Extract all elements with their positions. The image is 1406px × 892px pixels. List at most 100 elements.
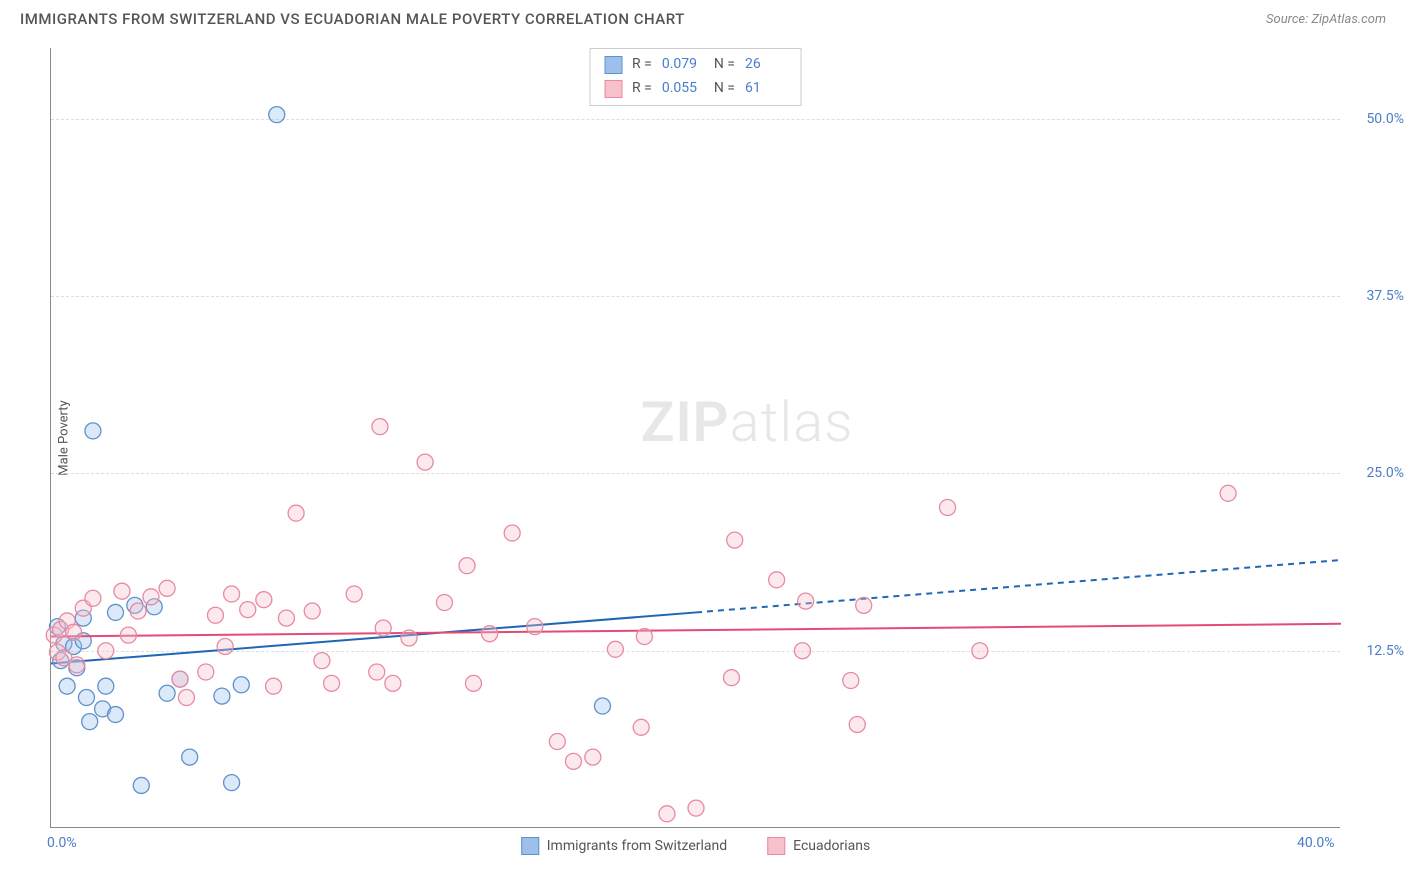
x-tick-label: 0.0%: [47, 835, 77, 851]
data-point: [224, 586, 240, 602]
data-point: [233, 677, 249, 693]
data-point: [659, 806, 675, 822]
data-point: [436, 595, 452, 611]
series-legend: Immigrants from Switzerland Ecuadorians: [521, 837, 871, 855]
regression-line: [51, 624, 1341, 637]
data-point: [585, 749, 601, 765]
data-point: [727, 532, 743, 548]
data-point: [59, 678, 75, 694]
scatter-svg: [51, 48, 1340, 827]
correlation-legend-row: R = 0.055 N = 61: [604, 77, 787, 101]
correlation-legend: R = 0.079 N = 26 R = 0.055 N = 61: [589, 48, 802, 106]
data-point: [940, 499, 956, 515]
data-point: [375, 620, 391, 636]
chart-title: IMMIGRANTS FROM SWITZERLAND VS ECUADORIA…: [20, 10, 685, 28]
data-point: [172, 671, 188, 687]
data-point: [798, 593, 814, 609]
data-point: [214, 688, 230, 704]
data-point: [1220, 485, 1236, 501]
swatch-ecuadorian: [604, 80, 622, 98]
data-point: [417, 454, 433, 470]
data-point: [688, 800, 704, 816]
data-point: [465, 675, 481, 691]
data-point: [278, 610, 294, 626]
regression-line: [51, 612, 696, 663]
data-point: [314, 653, 330, 669]
data-point: [78, 690, 94, 706]
data-point: [856, 597, 872, 613]
data-point: [159, 685, 175, 701]
y-tick-label: 25.0%: [1348, 465, 1404, 481]
data-point: [346, 586, 362, 602]
n-label: N =: [714, 53, 735, 77]
r-value-ecuadorian: 0.055: [662, 77, 704, 101]
data-point: [304, 603, 320, 619]
data-point: [114, 583, 130, 599]
correlation-legend-row: R = 0.079 N = 26: [604, 53, 787, 77]
data-point: [372, 419, 388, 435]
data-point: [527, 619, 543, 635]
data-point: [269, 107, 285, 123]
legend-item-ecuadorian: Ecuadorians: [767, 837, 870, 855]
n-value-ecuadorian: 61: [745, 77, 787, 101]
data-point: [108, 604, 124, 620]
data-point: [324, 675, 340, 691]
source-name: ZipAtlas.com: [1311, 12, 1386, 27]
data-point: [224, 775, 240, 791]
data-point: [66, 624, 82, 640]
data-point: [217, 638, 233, 654]
r-value-swiss: 0.079: [662, 53, 704, 77]
n-label: N =: [714, 77, 735, 101]
data-point: [769, 572, 785, 588]
data-point: [207, 607, 223, 623]
data-point: [565, 753, 581, 769]
data-point: [182, 749, 198, 765]
data-point: [843, 673, 859, 689]
data-point: [198, 664, 214, 680]
data-point: [266, 678, 282, 694]
data-point: [159, 580, 175, 596]
data-point: [240, 602, 256, 618]
legend-item-swiss: Immigrants from Switzerland: [521, 837, 727, 855]
legend-label: Ecuadorians: [793, 838, 870, 854]
data-point: [82, 714, 98, 730]
data-point: [972, 643, 988, 659]
data-point: [178, 690, 194, 706]
r-label: R =: [632, 53, 652, 77]
data-point: [459, 558, 475, 574]
data-point: [256, 592, 272, 608]
data-point: [85, 590, 101, 606]
y-tick-label: 37.5%: [1348, 288, 1404, 304]
swatch-ecuadorian: [767, 837, 785, 855]
data-point: [130, 603, 146, 619]
legend-label: Immigrants from Switzerland: [547, 838, 727, 854]
data-point: [98, 643, 114, 659]
chart-header: IMMIGRANTS FROM SWITZERLAND VS ECUADORIA…: [0, 0, 1406, 34]
data-point: [288, 505, 304, 521]
data-point: [794, 643, 810, 659]
swatch-swiss: [521, 837, 539, 855]
data-point: [133, 777, 149, 793]
n-value-swiss: 26: [745, 53, 787, 77]
data-point: [143, 589, 159, 605]
plot-area: ZIPatlas R = 0.079 N = 26 R = 0.055 N = …: [50, 48, 1340, 828]
source-credit: Source: ZipAtlas.com: [1266, 12, 1386, 27]
source-label: Source:: [1266, 12, 1308, 27]
data-point: [385, 675, 401, 691]
r-label: R =: [632, 77, 652, 101]
data-point: [607, 641, 623, 657]
data-point: [85, 423, 101, 439]
data-point: [401, 630, 417, 646]
data-point: [504, 525, 520, 541]
regression-line-dashed: [696, 560, 1341, 612]
data-point: [369, 664, 385, 680]
data-point: [98, 678, 114, 694]
data-point: [108, 707, 124, 723]
data-point: [549, 733, 565, 749]
data-point: [482, 626, 498, 642]
chart-container: Male Poverty ZIPatlas R = 0.079 N = 26 R…: [50, 48, 1340, 828]
data-point: [69, 657, 85, 673]
data-point: [633, 719, 649, 735]
data-point: [636, 629, 652, 645]
data-point: [849, 716, 865, 732]
